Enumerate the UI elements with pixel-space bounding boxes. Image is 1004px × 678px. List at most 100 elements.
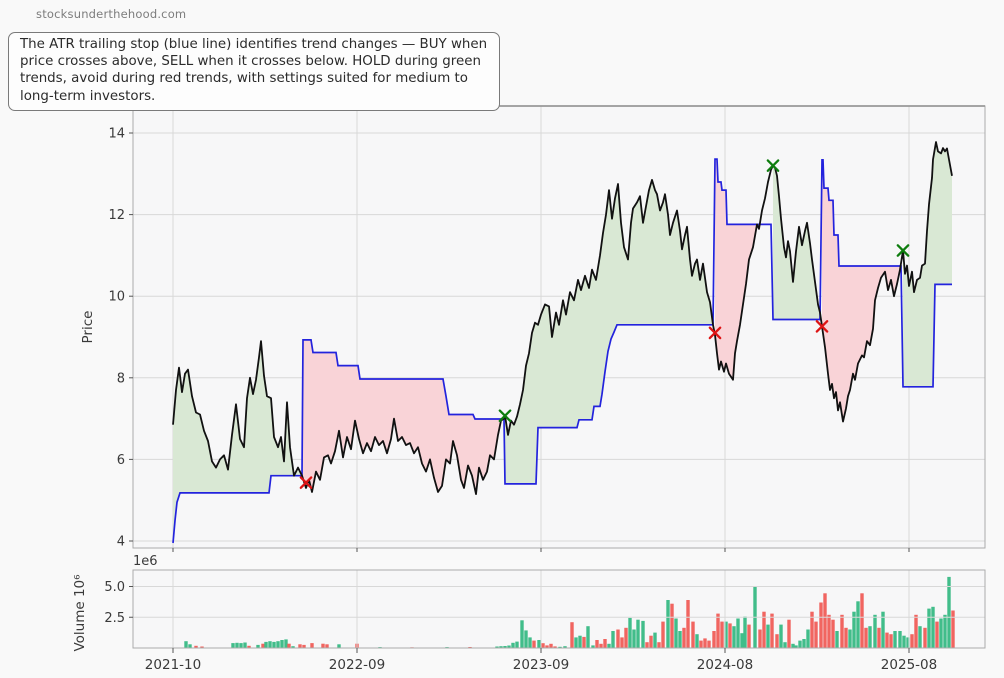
sell-marker-icon bbox=[708, 326, 722, 340]
volume-bar bbox=[860, 593, 864, 648]
volume-bar bbox=[787, 619, 791, 648]
volume-bar bbox=[814, 621, 818, 648]
volume-bar bbox=[844, 627, 848, 648]
volume-bar bbox=[620, 637, 624, 648]
volume-bar bbox=[864, 627, 868, 648]
volume-bar bbox=[184, 641, 188, 648]
volume-bar bbox=[699, 640, 703, 648]
volume-bar bbox=[691, 621, 695, 648]
volume-bar bbox=[798, 640, 802, 648]
volume-bar bbox=[235, 642, 239, 648]
volume-bar bbox=[641, 620, 645, 648]
volume-bar bbox=[758, 629, 762, 648]
volume-bar bbox=[914, 614, 918, 648]
volume-bar bbox=[537, 640, 541, 648]
volume-bar bbox=[549, 643, 553, 648]
volume-bar bbox=[703, 638, 707, 648]
price-tick-label: 6 bbox=[117, 453, 125, 468]
volume-bar bbox=[783, 642, 787, 648]
volume-bar bbox=[611, 631, 615, 648]
volume-bar bbox=[653, 632, 657, 648]
volume-grid-lines bbox=[133, 570, 985, 648]
volume-bar bbox=[603, 639, 607, 648]
volume-bar bbox=[511, 642, 515, 648]
atr-stop-line bbox=[172, 158, 952, 544]
volume-bar bbox=[747, 624, 751, 648]
volume-bar bbox=[716, 613, 720, 648]
volume-bar bbox=[528, 637, 532, 648]
volume-tick-label: 5.0 bbox=[104, 580, 125, 595]
volume-bar bbox=[819, 602, 823, 648]
x-tick-label: 2024-08 bbox=[697, 657, 753, 673]
volume-bar bbox=[632, 629, 636, 648]
signal-markers bbox=[299, 159, 910, 490]
volume-bar bbox=[943, 614, 947, 648]
price-tick-label: 8 bbox=[117, 371, 125, 386]
annotation-text: The ATR trailing stop (blue line) identi… bbox=[20, 37, 488, 104]
volume-bar bbox=[856, 601, 860, 648]
volume-bar bbox=[682, 627, 686, 648]
volume-bar bbox=[852, 611, 856, 648]
volume-bar bbox=[558, 646, 562, 648]
volume-bar bbox=[595, 640, 599, 648]
volume-bar bbox=[188, 644, 192, 648]
price-tick-label: 10 bbox=[108, 290, 125, 305]
trend-fill-regions bbox=[173, 142, 952, 543]
downtrend-fill bbox=[715, 159, 757, 380]
volume-bar bbox=[951, 610, 955, 648]
volume-bar bbox=[325, 644, 329, 648]
volume-bar bbox=[831, 619, 835, 648]
volume-bar bbox=[840, 614, 844, 648]
volume-bar bbox=[574, 637, 578, 648]
volume-bar bbox=[570, 622, 574, 648]
price-axis-title: Price bbox=[80, 311, 96, 344]
volume-bar bbox=[724, 621, 728, 648]
volume-bar bbox=[931, 606, 935, 648]
volume-bar bbox=[321, 643, 325, 648]
volume-bar bbox=[947, 576, 951, 648]
volume-bar bbox=[628, 617, 632, 648]
volume-bar bbox=[794, 645, 798, 648]
volume-bar bbox=[302, 644, 306, 648]
volume-bar bbox=[515, 641, 519, 648]
volume-bar bbox=[893, 631, 897, 648]
x-tick-label: 2021-10 bbox=[145, 657, 201, 673]
volume-bar bbox=[732, 626, 736, 648]
volume-bar bbox=[645, 642, 649, 648]
downtrend-fill bbox=[303, 339, 504, 495]
uptrend-fill bbox=[903, 142, 952, 387]
volume-bar bbox=[503, 646, 507, 648]
volume-bar bbox=[712, 631, 716, 648]
volume-bar bbox=[670, 603, 674, 648]
volume-bar bbox=[762, 611, 766, 648]
volume-bar bbox=[624, 627, 628, 648]
volume-bar bbox=[268, 641, 272, 648]
x-tick-label: 2025-08 bbox=[881, 657, 937, 673]
volume-bar bbox=[910, 634, 914, 648]
volume-bar bbox=[636, 619, 640, 648]
volume-bar bbox=[200, 646, 204, 648]
volume-bar bbox=[261, 643, 265, 648]
annotation-box: The ATR trailing stop (blue line) identi… bbox=[8, 32, 500, 111]
sell-marker-icon bbox=[815, 320, 829, 333]
volume-bar bbox=[298, 644, 302, 648]
volume-bar bbox=[291, 646, 295, 648]
volume-bar bbox=[898, 631, 902, 648]
volume-bar bbox=[239, 643, 243, 648]
volume-bar bbox=[563, 646, 567, 648]
volume-bar bbox=[337, 644, 341, 648]
volume-bar bbox=[666, 600, 670, 648]
downtrend-fill bbox=[822, 159, 900, 422]
volume-bar bbox=[877, 627, 881, 648]
buy-marker-icon bbox=[896, 244, 910, 257]
volume-bar bbox=[791, 643, 795, 648]
price-line bbox=[172, 141, 953, 496]
volume-bar bbox=[823, 593, 827, 648]
axis-ticks-and-labels: 4 6 8 10 12 14 2.5 5.0 2021-10 2022-09 2023-09 2024… bbox=[72, 127, 937, 674]
volume-bars bbox=[184, 576, 955, 648]
uptrend-fill bbox=[773, 165, 820, 320]
volume-bar bbox=[599, 643, 603, 648]
volume-bar bbox=[541, 643, 545, 648]
volume-bar bbox=[868, 626, 872, 648]
